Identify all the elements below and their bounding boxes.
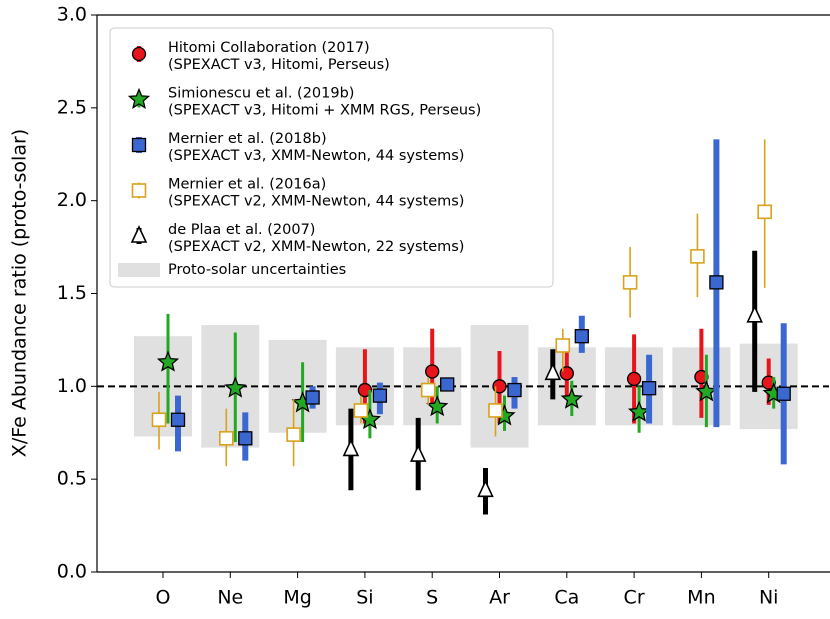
marker bbox=[544, 362, 562, 381]
marker bbox=[641, 381, 657, 396]
marker bbox=[507, 382, 522, 398]
legend-detail: (SPEXACT v2, XMM-Newton, 22 systems) bbox=[168, 239, 464, 255]
legend-marker bbox=[131, 137, 147, 153]
legend-marker bbox=[131, 183, 147, 198]
legend-marker bbox=[130, 225, 148, 243]
y-tick-label: 2.0 bbox=[57, 189, 87, 211]
marker bbox=[776, 386, 791, 401]
marker bbox=[420, 382, 436, 398]
y-tick-label: 2.5 bbox=[57, 96, 87, 118]
marker bbox=[626, 371, 642, 387]
legend-label: Proto-solar uncertainties bbox=[168, 262, 346, 278]
legend-label: Mernier et al. (2016a) bbox=[168, 177, 326, 193]
marker bbox=[286, 427, 301, 442]
x-tick-label: Si bbox=[356, 587, 373, 609]
marker bbox=[622, 275, 638, 290]
x-tick-label: Ar bbox=[489, 587, 510, 609]
x-tick-label: Cr bbox=[624, 587, 645, 609]
legend-label: de Plaa et al. (2007) bbox=[168, 222, 315, 238]
x-tick-label: Ne bbox=[217, 587, 243, 609]
marker bbox=[219, 431, 234, 446]
legend-detail: (SPEXACT v3, XMM-Newton, 44 systems) bbox=[168, 148, 464, 164]
x-tick-label: Ni bbox=[759, 587, 779, 609]
marker bbox=[574, 329, 589, 344]
legend-patch bbox=[118, 263, 160, 277]
marker bbox=[170, 412, 186, 427]
marker bbox=[746, 304, 763, 323]
marker bbox=[425, 364, 440, 379]
marker bbox=[690, 249, 705, 264]
marker bbox=[560, 387, 583, 409]
legend-detail: (SPEXACT v3, Hitomi, Perseus) bbox=[168, 57, 390, 73]
y-tick-label: 0.0 bbox=[57, 561, 87, 583]
x-tick-label: Mn bbox=[687, 587, 715, 609]
y-tick-label: 1.5 bbox=[57, 282, 87, 304]
legend-label: Simionescu et al. (2019b) bbox=[168, 86, 354, 102]
marker bbox=[238, 431, 253, 446]
y-axis-label: X/Fe Abundance ratio (proto-solar) bbox=[9, 129, 31, 457]
x-tick-label: Mg bbox=[283, 587, 311, 609]
legend-box bbox=[109, 27, 554, 288]
x-tick-label: O bbox=[156, 587, 171, 609]
y-tick-label: 0.5 bbox=[57, 468, 87, 490]
legend-detail: (SPEXACT v2, XMM-Newton, 44 systems) bbox=[168, 194, 464, 210]
marker bbox=[305, 390, 320, 405]
marker bbox=[353, 403, 369, 418]
y-tick-label: 3.0 bbox=[57, 4, 87, 26]
marker bbox=[342, 438, 360, 457]
x-tick-label: S bbox=[426, 587, 438, 609]
marker bbox=[409, 444, 427, 462]
y-tick-label: 1.0 bbox=[57, 375, 87, 397]
marker bbox=[488, 403, 503, 418]
x-tick-label: Ca bbox=[554, 587, 579, 609]
legend-detail: (SPEXACT v3, Hitomi + XMM RGS, Perseus) bbox=[168, 103, 481, 119]
marker bbox=[757, 204, 773, 220]
legend-label: Hitomi Collaboration (2017) bbox=[168, 40, 370, 56]
marker bbox=[156, 350, 180, 372]
legend-marker bbox=[127, 87, 151, 109]
marker bbox=[555, 338, 571, 353]
legend-marker bbox=[131, 46, 147, 62]
marker bbox=[426, 395, 449, 417]
marker bbox=[151, 412, 167, 428]
marker bbox=[372, 388, 388, 403]
legend-label: Mernier et al. (2018b) bbox=[168, 131, 327, 147]
marker bbox=[709, 275, 724, 290]
marker bbox=[477, 479, 494, 498]
marker bbox=[440, 377, 455, 392]
marker bbox=[224, 376, 247, 398]
